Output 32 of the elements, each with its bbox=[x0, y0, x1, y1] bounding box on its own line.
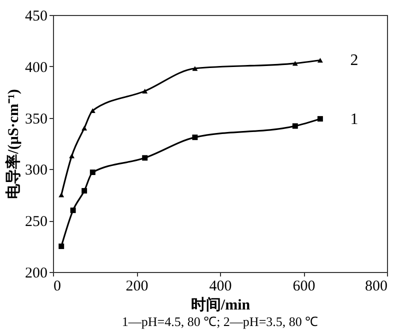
x-axis-title: 时间/min bbox=[190, 296, 251, 314]
point bbox=[142, 155, 148, 161]
y-axis-title: 电导率/(μS·cm⁻¹) bbox=[4, 89, 22, 199]
x-tick-label: 800 bbox=[365, 278, 388, 294]
y-tick-label: 250 bbox=[25, 214, 48, 230]
point bbox=[292, 123, 298, 129]
point bbox=[70, 208, 76, 214]
point bbox=[82, 126, 88, 130]
point bbox=[69, 153, 75, 158]
point bbox=[142, 88, 148, 94]
point bbox=[192, 134, 198, 140]
x-tick-label: 200 bbox=[126, 278, 148, 294]
point bbox=[317, 58, 323, 63]
text: 1—pH=4.5, 80 ℃; 2—pH=3.5, 80 ℃ bbox=[122, 314, 318, 329]
point bbox=[90, 108, 96, 113]
series-label: 2 bbox=[350, 52, 358, 70]
y-tick-label: 450 bbox=[25, 8, 48, 24]
x-tick-label: 600 bbox=[292, 278, 316, 294]
series-label: 1 bbox=[350, 110, 358, 128]
y-tick-label: 400 bbox=[25, 60, 48, 76]
x-tick-label: 400 bbox=[209, 278, 232, 294]
point bbox=[192, 66, 198, 71]
y-tick-label: 200 bbox=[25, 266, 48, 282]
point bbox=[58, 244, 64, 250]
point bbox=[90, 170, 96, 176]
point bbox=[292, 60, 298, 66]
point bbox=[317, 116, 323, 122]
y-tick-label: 300 bbox=[25, 162, 48, 179]
x-tick-label: 0 bbox=[54, 278, 61, 294]
point bbox=[58, 192, 64, 198]
point bbox=[82, 188, 88, 194]
y-tick-label: 350 bbox=[25, 111, 48, 128]
